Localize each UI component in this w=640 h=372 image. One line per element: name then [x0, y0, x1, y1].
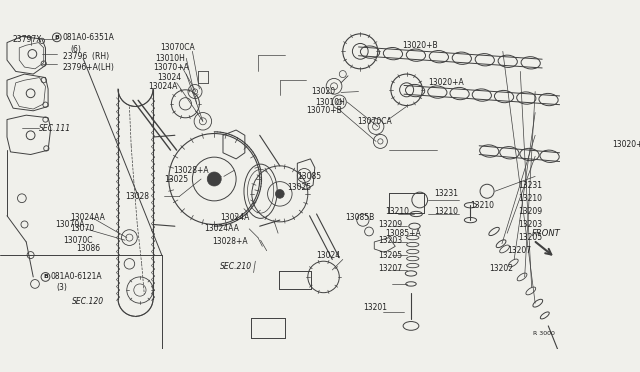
Text: 23796+A(LH): 23796+A(LH)	[63, 62, 115, 71]
Text: B: B	[43, 275, 48, 279]
Text: 13024: 13024	[157, 73, 182, 82]
Text: 13028+A: 13028+A	[212, 237, 248, 247]
Text: 13210: 13210	[518, 194, 543, 203]
Text: SEC.120: SEC.120	[72, 297, 104, 306]
Text: 23797X: 23797X	[12, 35, 42, 44]
Text: 13202: 13202	[490, 264, 514, 273]
Text: 13020: 13020	[311, 87, 335, 96]
Text: 13025: 13025	[287, 183, 311, 192]
Text: 13070+B: 13070+B	[306, 106, 342, 115]
Text: 13070CA: 13070CA	[356, 117, 392, 126]
Text: 13024AA: 13024AA	[204, 224, 239, 233]
Text: 13210: 13210	[385, 207, 409, 216]
Text: 13231: 13231	[435, 189, 459, 198]
Text: 13205: 13205	[518, 233, 543, 242]
Text: 13207: 13207	[378, 264, 402, 273]
Text: 081A0-6351A: 081A0-6351A	[63, 33, 115, 42]
Text: 13231: 13231	[518, 181, 543, 190]
Text: 13010H: 13010H	[156, 54, 186, 63]
Text: 13025: 13025	[164, 174, 189, 183]
Text: (3): (3)	[57, 283, 68, 292]
Text: 13207: 13207	[507, 246, 531, 255]
Text: 13209: 13209	[518, 207, 543, 216]
Text: 13210: 13210	[435, 207, 459, 216]
Text: 13020+B: 13020+B	[403, 41, 438, 50]
Text: 13020+A: 13020+A	[429, 78, 464, 87]
Text: 13085: 13085	[298, 172, 321, 181]
Text: 081A0-6121A: 081A0-6121A	[51, 272, 102, 282]
Text: R 3000: R 3000	[533, 331, 556, 336]
Text: FRONT: FRONT	[532, 229, 561, 238]
Text: 13209: 13209	[378, 220, 402, 229]
Text: 13085B: 13085B	[346, 213, 374, 222]
Text: 13070+A: 13070+A	[153, 62, 189, 71]
Circle shape	[207, 172, 221, 186]
Text: (6): (6)	[70, 45, 81, 54]
Text: 13085+A: 13085+A	[385, 229, 420, 238]
Text: 13203: 13203	[518, 220, 543, 229]
Text: SEC.111: SEC.111	[38, 124, 70, 133]
Text: 13028: 13028	[125, 192, 149, 201]
Text: 13210: 13210	[470, 201, 495, 210]
Text: SEC.210: SEC.210	[220, 262, 253, 271]
Text: 13070C: 13070C	[63, 236, 92, 245]
Text: 13028+A: 13028+A	[173, 166, 209, 175]
Text: 13020+C: 13020+C	[612, 140, 640, 148]
Text: 13086: 13086	[76, 244, 100, 253]
Text: 13205: 13205	[378, 251, 402, 260]
Text: 13070CA: 13070CA	[160, 43, 195, 52]
Text: 13024AA: 13024AA	[70, 213, 105, 222]
Text: 23796  (RH): 23796 (RH)	[63, 52, 109, 61]
Text: 13201: 13201	[363, 303, 387, 312]
Text: 13024A: 13024A	[220, 213, 250, 222]
Text: 13010H: 13010H	[315, 97, 345, 106]
Text: B: B	[54, 35, 60, 40]
Text: 13024: 13024	[317, 251, 340, 260]
Text: 13070A: 13070A	[55, 220, 84, 229]
Text: 13070: 13070	[70, 224, 94, 233]
Circle shape	[275, 189, 284, 198]
Text: 13203: 13203	[378, 236, 402, 245]
Text: 13024A: 13024A	[148, 82, 178, 91]
